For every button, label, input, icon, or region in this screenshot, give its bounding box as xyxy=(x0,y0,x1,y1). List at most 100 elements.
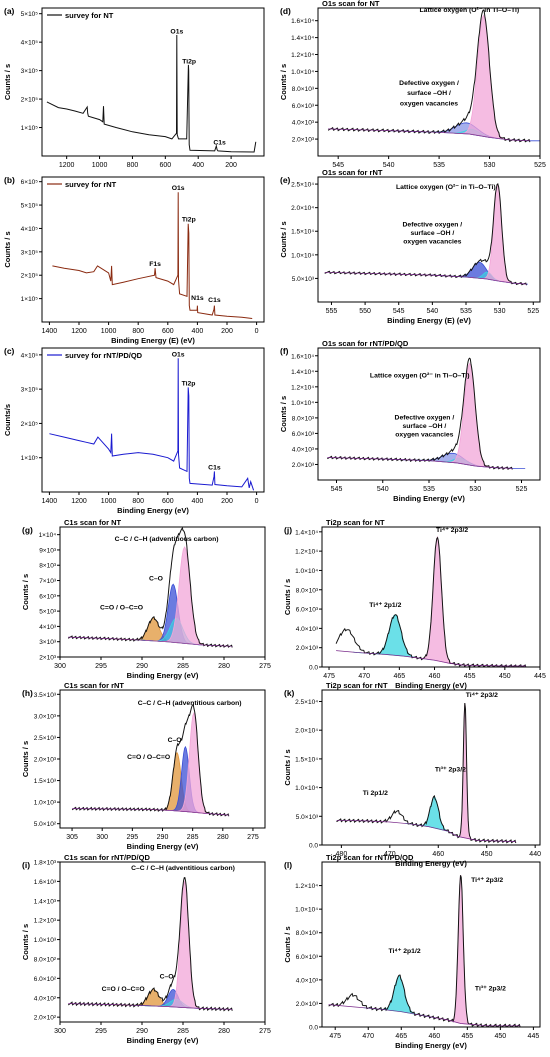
y-tick-label: 2×10⁵ xyxy=(21,421,39,428)
series-line xyxy=(46,34,257,153)
plot-area xyxy=(336,702,517,844)
y-tick-label: 1.2×10⁴ xyxy=(291,52,314,59)
y-tick-label: 4.0×10³ xyxy=(296,977,319,984)
panel-l: 475 470 465 460 455 450 445 0.0 2.0×10³ 4.0×10³ 6.… xyxy=(283,853,541,1050)
y-tick-label: 1.6×10⁴ xyxy=(291,353,314,360)
peak-annotation: C1s xyxy=(213,140,226,147)
y-tick-label: 1.2×10⁴ xyxy=(295,883,318,890)
y-axis-label: Counts / s xyxy=(279,64,288,100)
y-tick-label: 8.0×10² xyxy=(34,956,57,963)
panel-label: (c) xyxy=(4,346,15,356)
panel-title: Ti2p scan for rNT/PD/QD xyxy=(326,853,414,862)
y-tick-label: 1.4×10³ xyxy=(34,898,57,905)
envelope-line xyxy=(324,183,527,286)
peak-annotation: Ti2p xyxy=(182,216,196,223)
panel-i: 300 295 290 285 280 275 2.0×10² 4.0×10² 6.0×10² 8… xyxy=(21,853,271,1045)
x-tick-label: 455 xyxy=(461,1033,473,1040)
axes-frame xyxy=(41,176,265,323)
peak-annotation: C–O xyxy=(160,973,174,980)
peak-annotation: C=O / O–C=O xyxy=(102,986,145,993)
y-tick-label: 1.2×10⁴ xyxy=(291,384,314,391)
peak-annotation: Lattice oxygen (O²⁻ in Ti–O–Ti) xyxy=(396,184,496,191)
component-peak-pink xyxy=(155,879,215,1010)
series-line xyxy=(52,192,253,319)
y-tick-label: 4.0×10² xyxy=(34,995,57,1002)
x-tick-label: 460 xyxy=(429,673,441,680)
x-axis-label: Binding Energy (eV) xyxy=(127,1036,199,1045)
panel-label: (b) xyxy=(4,175,15,185)
x-tick-label: 470 xyxy=(362,1033,374,1040)
y-tick-label: 1.2×10⁴ xyxy=(295,549,318,556)
y-tick-label: 2.5×10⁴ xyxy=(291,182,314,189)
y-tick-label: 1.0×10⁴ xyxy=(295,785,318,792)
y-tick-label: 6.0×10³ xyxy=(292,431,315,438)
plot-area xyxy=(49,358,255,491)
panel-title: Ti2p scan for rNT xyxy=(326,681,388,690)
panel-c: 1400 1200 1000 800 600 400 200 0 1×10⁵ 2×10⁵ 3×10⁵… xyxy=(3,346,265,515)
plot-area xyxy=(335,535,527,667)
y-tick-label: 2×10⁵ xyxy=(21,97,39,104)
background-line xyxy=(336,650,526,667)
y-tick-label: 2.5×10³ xyxy=(34,735,57,742)
panel-label: (k) xyxy=(284,688,295,698)
plot-area xyxy=(67,877,233,1012)
plot-area xyxy=(71,704,230,817)
x-tick-label: 1200 xyxy=(71,498,87,505)
component-peak-pink xyxy=(407,535,467,666)
y-tick-label: 4×10⁵ xyxy=(21,40,39,47)
y-tick-label: 2.5×10⁴ xyxy=(295,699,318,706)
peak-annotation: C–O xyxy=(149,576,163,583)
x-tick-label: 460 xyxy=(428,1033,440,1040)
y-axis-label: Counts / s xyxy=(3,64,12,100)
axes-frame xyxy=(41,347,265,493)
y-tick-label: 2.0×10⁴ xyxy=(295,728,318,735)
y-tick-label: 1×10⁵ xyxy=(21,125,39,132)
x-tick-label: 400 xyxy=(192,498,204,505)
x-tick-label: 285 xyxy=(177,1028,189,1035)
y-tick-label: 2.0×10³ xyxy=(34,757,57,764)
x-tick-label: 400 xyxy=(192,328,204,335)
axes-frame xyxy=(321,861,541,1028)
y-tick-label: 1.8×10³ xyxy=(34,860,57,867)
x-tick-label: 550 xyxy=(359,308,371,315)
panel-title: O1s scan for rNT xyxy=(322,168,383,177)
y-tick-label: 5.0×10² xyxy=(34,821,57,828)
peak-annotation: Defective oxygen / xyxy=(395,414,455,421)
panel-k: 480 470 460 450 440 0.0 5.0×10³ 1.0×10⁴ 1.5×10⁴ 2… xyxy=(283,681,541,868)
y-axis-label: Counts / s xyxy=(283,579,292,615)
x-tick-label: 545 xyxy=(331,486,343,493)
x-tick-label: 450 xyxy=(499,673,511,680)
x-tick-label: 290 xyxy=(157,834,169,841)
y-tick-label: 9×10³ xyxy=(39,547,57,554)
panel-title: C1s scan for NT xyxy=(64,518,122,527)
y-tick-label: 3×10³ xyxy=(39,639,57,646)
panel-title: Ti2p scan for NT xyxy=(326,518,385,527)
x-tick-label: 525 xyxy=(534,162,546,169)
peak-annotation: Defective oxygen / xyxy=(399,80,459,87)
peak-annotation: O1s xyxy=(172,352,185,359)
legend-title: survey for rNT xyxy=(65,180,117,189)
peak-annotation: Ti 2p1/2 xyxy=(363,790,388,797)
y-tick-label: 6.0×10³ xyxy=(292,103,315,110)
axes-frame xyxy=(321,526,541,668)
y-tick-label: 1.5×10⁴ xyxy=(291,229,314,236)
x-tick-label: 600 xyxy=(162,328,174,335)
x-tick-label: 280 xyxy=(217,834,229,841)
peak-annotation: Ti⁴⁺ 2p1/2 xyxy=(389,948,421,955)
axes-frame xyxy=(317,7,541,157)
x-tick-label: 465 xyxy=(395,1033,407,1040)
x-tick-label: 525 xyxy=(527,308,539,315)
x-tick-label: 525 xyxy=(516,486,528,493)
x-axis-label: Binding Energy (eV) xyxy=(395,859,467,868)
x-tick-label: 530 xyxy=(484,162,496,169)
y-tick-label: 1.0×10³ xyxy=(34,800,57,807)
peak-annotation: surface –OH / xyxy=(410,230,454,237)
x-tick-label: 460 xyxy=(432,851,444,858)
y-tick-label: 2×10⁵ xyxy=(21,273,39,280)
peak-annotation: oxygen vacancies xyxy=(395,432,453,439)
x-tick-label: 0 xyxy=(255,498,259,505)
background-line xyxy=(328,1004,521,1027)
y-tick-label: 4×10³ xyxy=(39,624,57,631)
background-line xyxy=(68,636,233,647)
